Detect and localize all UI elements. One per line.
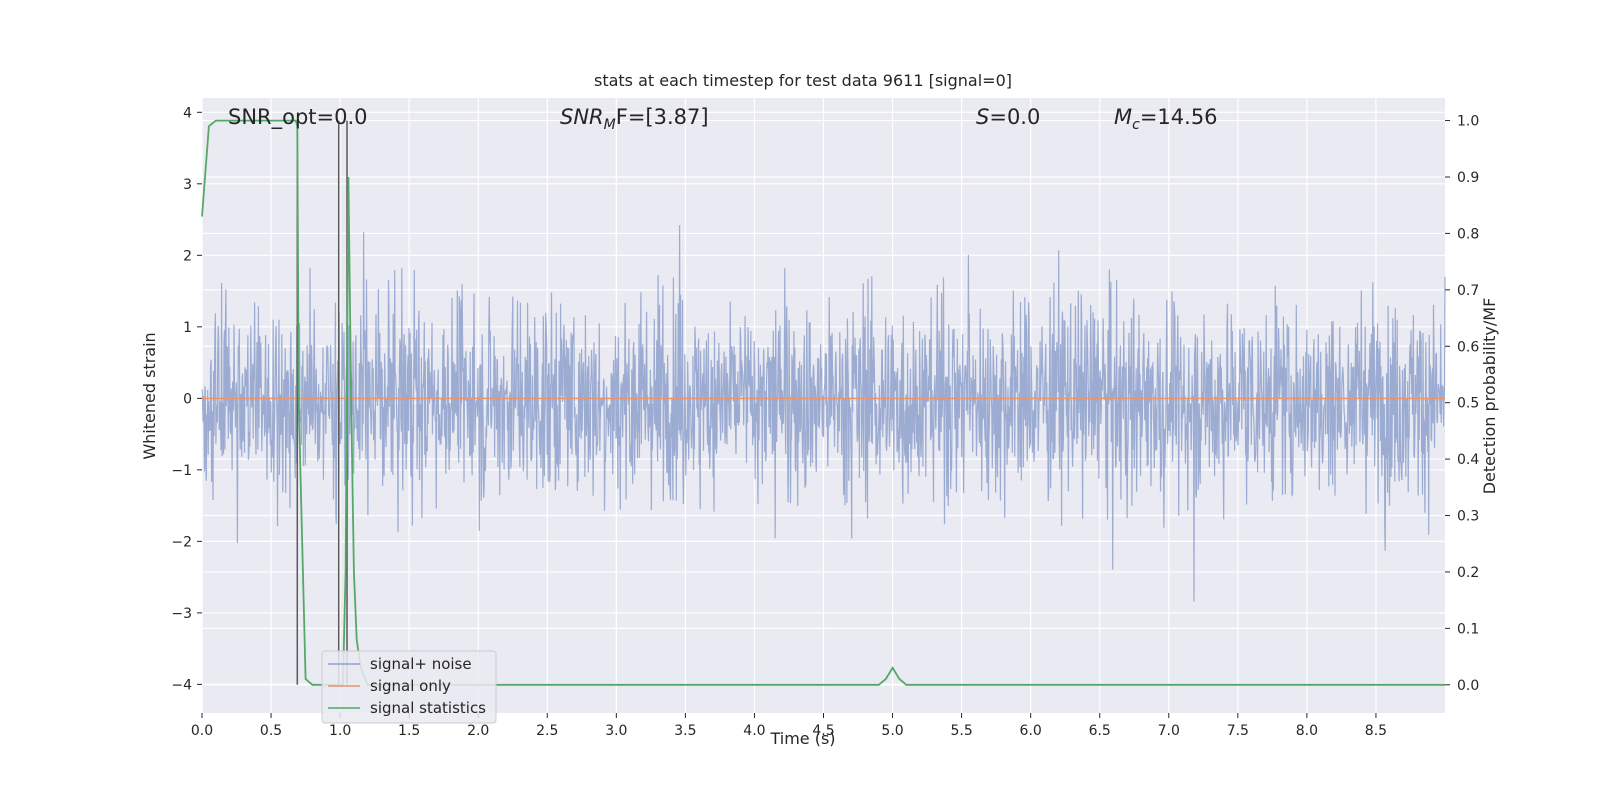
x-tick-label: 7.0 <box>1158 723 1180 739</box>
annotation-snr-opt: SNR_opt=0.0 <box>228 105 368 130</box>
y-right-tick-label: 0.4 <box>1457 452 1479 468</box>
annotation-s-var: S <box>976 105 989 129</box>
annotation-snr-mf-tail: F=[3.87] <box>616 105 709 129</box>
y-left-tick-label: 4 <box>183 105 192 121</box>
x-tick-label: 5.0 <box>881 723 903 739</box>
x-tick-label: 4.0 <box>743 723 765 739</box>
y-left-tick-label: −2 <box>171 534 192 550</box>
y-left-tick-label: −1 <box>171 463 192 479</box>
y-right-tick-label: 0.8 <box>1457 226 1479 242</box>
legend: signal+ noise signal only signal statist… <box>321 650 497 724</box>
x-axis-label: Time (s) <box>769 729 835 748</box>
legend-label-signal-statistics: signal statistics <box>370 699 486 717</box>
annotation-snr-mf-sub: M <box>604 117 616 133</box>
x-tick-label: 7.5 <box>1227 723 1249 739</box>
x-tick-label: 0.0 <box>191 723 213 739</box>
x-tick-label: 6.5 <box>1089 723 1111 739</box>
signal-noise-line <box>201 225 1446 602</box>
y-right-tick-label: 0.6 <box>1457 339 1479 355</box>
signal-statistics-line <box>201 119 1445 686</box>
annotation-mc: Mc=14.56 <box>1114 105 1218 133</box>
x-tick-label: 2.0 <box>467 723 489 739</box>
x-tick-label: 3.5 <box>674 723 696 739</box>
x-tick-label: 5.5 <box>950 723 972 739</box>
y-left-tick-label: 3 <box>183 177 192 193</box>
x-tick-label: 4.5 <box>812 723 834 739</box>
y-left-tick-label: 0 <box>183 391 192 407</box>
annotation-mc-sub: c <box>1132 117 1140 133</box>
legend-label-signal-noise: signal+ noise <box>370 655 472 673</box>
y-right-tick-label: 0.9 <box>1457 170 1479 186</box>
y-left-tick-label: 1 <box>183 320 192 336</box>
annotation-snr-mf: SNRMF=[3.87] <box>560 105 709 133</box>
y-left-tick-label: −4 <box>171 677 192 693</box>
y-left-tick-label: −3 <box>171 606 192 622</box>
y-right-tick-label: 0.7 <box>1457 283 1479 299</box>
x-tick-label: 1.0 <box>329 723 351 739</box>
y-right-tick-label: 0.2 <box>1457 565 1479 581</box>
y-right-tick-label: 0.0 <box>1457 678 1479 694</box>
annotation-snr-mf-base: SNR <box>560 105 604 129</box>
annotation-s: S=0.0 <box>976 105 1040 129</box>
x-tick-label: 1.5 <box>398 723 420 739</box>
y-right-tick-label: 0.5 <box>1457 396 1479 412</box>
annotation-mc-base: M <box>1114 105 1132 129</box>
signal-statistics-series <box>201 119 1445 686</box>
x-tick-label: 0.5 <box>260 723 282 739</box>
annotation-mc-tail: =14.56 <box>1140 105 1218 129</box>
y-right-tick-label: 1.0 <box>1457 114 1479 130</box>
chart-title: stats at each timestep for test data 961… <box>594 71 1012 90</box>
signal-noise-series <box>201 225 1446 602</box>
x-tick-label: 8.5 <box>1365 723 1387 739</box>
y-right-tick-label: 0.1 <box>1457 621 1479 637</box>
y-left-tick-label: 2 <box>183 248 192 264</box>
legend-label-signal-only: signal only <box>370 677 451 695</box>
y-axis-label-right: Detection probability/MF <box>1480 298 1499 495</box>
legend-box <box>321 650 497 724</box>
y-right-tick-label: 0.3 <box>1457 509 1479 525</box>
annotation-s-tail: =0.0 <box>989 105 1040 129</box>
x-tick-label: 6.0 <box>1020 723 1042 739</box>
x-tick-label: 8.0 <box>1296 723 1318 739</box>
y-axis-label-left: Whitened strain <box>140 332 159 459</box>
x-tick-label: 2.5 <box>536 723 558 739</box>
x-tick-label: 3.0 <box>605 723 627 739</box>
axis-ticks: 0.0 0.5 1.0 1.5 2.0 2.5 3.0 3.5 4.0 4.5 5.0 5.5 6.0 6… <box>171 105 1479 739</box>
